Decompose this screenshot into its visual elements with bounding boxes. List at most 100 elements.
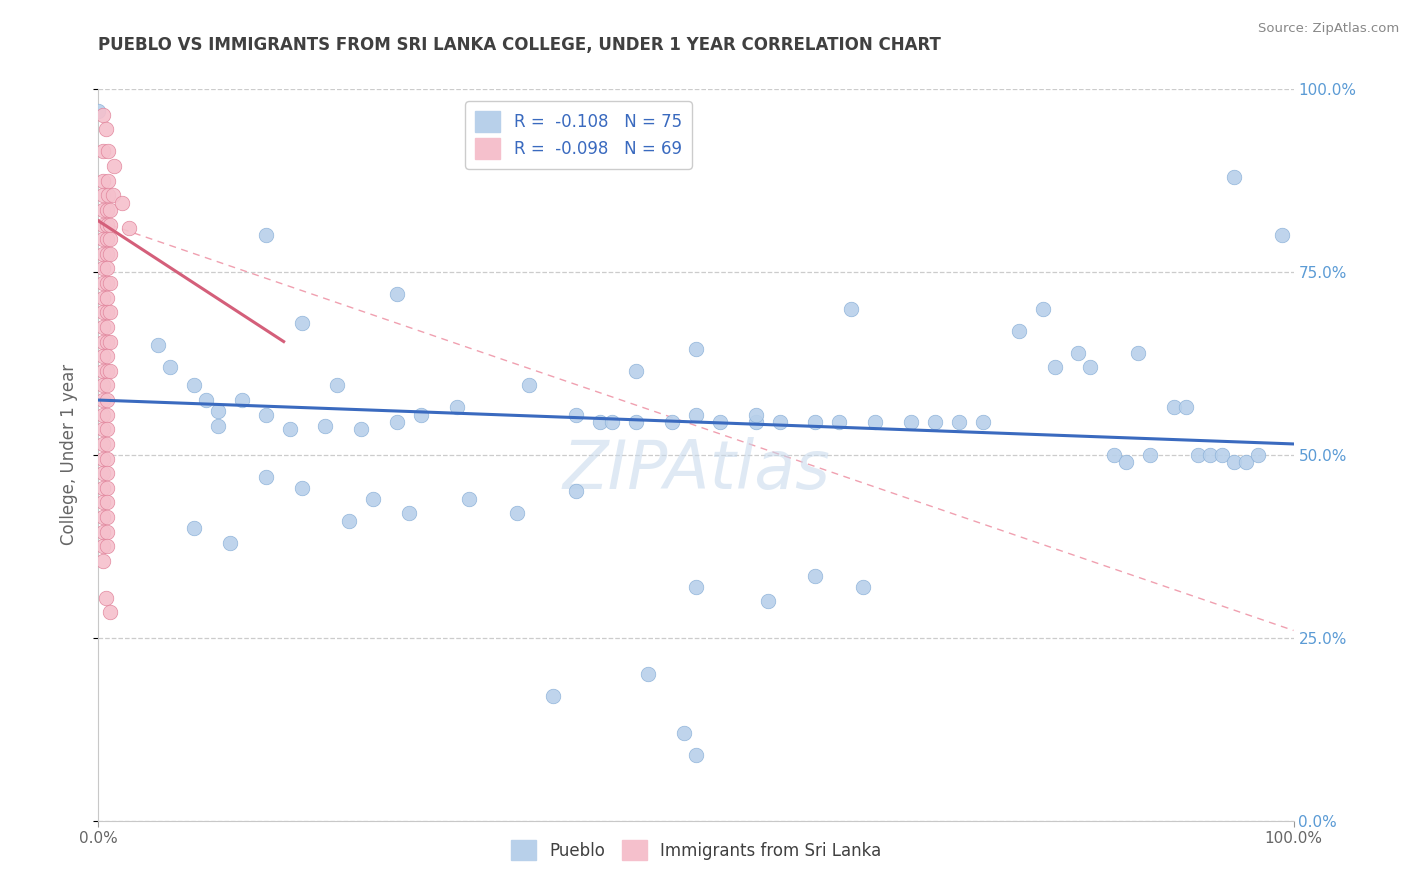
Point xyxy=(98,605,122,619)
Point xyxy=(1163,401,1185,415)
Point xyxy=(91,108,114,122)
Point xyxy=(91,378,114,392)
Point xyxy=(1222,455,1246,469)
Point xyxy=(1043,360,1066,375)
Point xyxy=(96,246,118,260)
Point xyxy=(96,349,118,363)
Point xyxy=(183,378,205,392)
Point xyxy=(398,507,420,521)
Point xyxy=(96,232,118,246)
Point xyxy=(1198,448,1220,462)
Point xyxy=(148,338,170,352)
Point xyxy=(91,334,114,349)
Point xyxy=(91,291,114,305)
Point xyxy=(103,159,125,173)
Point xyxy=(98,202,122,217)
Point xyxy=(637,667,659,681)
Point xyxy=(350,422,373,436)
Point xyxy=(91,173,114,188)
Point xyxy=(91,451,114,466)
Point xyxy=(96,378,118,392)
Point xyxy=(96,218,118,232)
Point xyxy=(1271,228,1294,243)
Point xyxy=(96,276,118,290)
Point xyxy=(517,378,540,392)
Text: ZIPAtlas: ZIPAtlas xyxy=(562,436,830,502)
Point xyxy=(98,232,122,246)
Point xyxy=(207,404,229,418)
Point xyxy=(94,122,117,136)
Text: PUEBLO VS IMMIGRANTS FROM SRI LANKA COLLEGE, UNDER 1 YEAR CORRELATION CHART: PUEBLO VS IMMIGRANTS FROM SRI LANKA COLL… xyxy=(98,36,941,54)
Point xyxy=(589,415,612,429)
Point xyxy=(709,415,731,429)
Point xyxy=(254,228,277,243)
Point xyxy=(97,145,120,159)
Point xyxy=(1032,301,1054,316)
Point xyxy=(219,535,242,549)
Point xyxy=(91,393,114,408)
Point xyxy=(828,415,851,429)
Point xyxy=(1187,448,1209,462)
Point xyxy=(91,437,114,451)
Point xyxy=(841,301,863,316)
Point xyxy=(385,287,409,301)
Point xyxy=(91,539,114,553)
Point xyxy=(626,364,648,378)
Point xyxy=(91,188,114,202)
Point xyxy=(661,415,683,429)
Point xyxy=(339,514,360,528)
Point xyxy=(565,408,588,422)
Point xyxy=(96,539,118,553)
Point xyxy=(183,521,205,535)
Point xyxy=(411,408,433,422)
Point xyxy=(91,495,114,509)
Point xyxy=(91,218,114,232)
Point xyxy=(1080,360,1102,375)
Point xyxy=(96,510,118,524)
Point xyxy=(804,415,827,429)
Point xyxy=(98,334,122,349)
Point xyxy=(101,188,124,202)
Point xyxy=(111,195,134,210)
Point xyxy=(768,415,790,429)
Point xyxy=(96,422,118,436)
Point xyxy=(91,145,114,159)
Point xyxy=(626,415,648,429)
Point xyxy=(91,524,114,539)
Point xyxy=(804,568,827,582)
Point xyxy=(972,415,994,429)
Point xyxy=(278,422,301,436)
Point xyxy=(96,481,118,495)
Point xyxy=(254,470,277,484)
Point xyxy=(91,276,114,290)
Point xyxy=(385,415,409,429)
Point xyxy=(506,507,529,521)
Point xyxy=(98,246,122,260)
Point xyxy=(98,305,122,319)
Point xyxy=(1222,169,1246,184)
Point xyxy=(685,342,707,356)
Point xyxy=(924,415,946,429)
Point xyxy=(98,364,122,378)
Point xyxy=(91,408,114,422)
Point xyxy=(97,173,120,188)
Point xyxy=(91,232,114,246)
Point xyxy=(565,484,588,499)
Point xyxy=(91,554,114,568)
Point xyxy=(96,320,118,334)
Point xyxy=(231,393,253,408)
Point xyxy=(96,437,118,451)
Point xyxy=(87,104,110,119)
Point xyxy=(315,418,337,433)
Point xyxy=(91,364,114,378)
Point xyxy=(291,316,314,330)
Point xyxy=(1246,448,1268,462)
Point xyxy=(948,415,970,429)
Point xyxy=(1211,448,1233,462)
Point xyxy=(96,305,118,319)
Point xyxy=(91,510,114,524)
Text: Source: ZipAtlas.com: Source: ZipAtlas.com xyxy=(1258,22,1399,36)
Point xyxy=(96,466,118,480)
Point xyxy=(446,401,468,415)
Point xyxy=(94,591,117,605)
